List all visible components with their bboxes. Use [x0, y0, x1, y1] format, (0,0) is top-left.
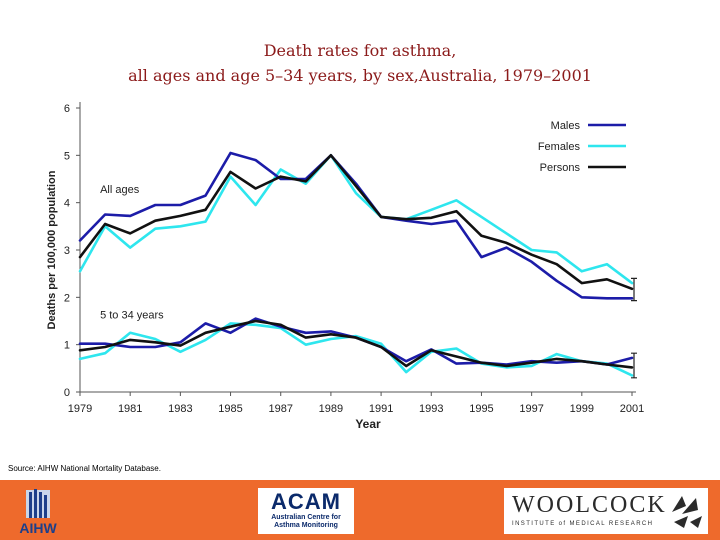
x-axis-label: Year — [355, 417, 381, 431]
x-tick-label: 1991 — [369, 403, 393, 415]
aihw-logo-text: AIHW — [19, 520, 57, 536]
y-tick-label: 2 — [64, 292, 70, 304]
y-tick-label: 5 — [64, 150, 70, 162]
age-5-34-bracket — [631, 352, 637, 379]
woolcock-logo-subtext: INSTITUTE of MEDICAL RESEARCH — [512, 521, 654, 527]
footer-bar: AIHW ACAM Australian Centre for Asthma M… — [0, 480, 720, 540]
label-layer: 0 1 2 3 4 5 6 1979 1981 1983 1985 1987 1989 1991 1993 1… — [46, 103, 644, 431]
aihw-logo: AIHW — [8, 486, 68, 536]
x-tick-label: 2001 — [620, 403, 644, 415]
series-line-females-all-ages — [78, 154, 634, 285]
legend-label-females: Females — [538, 141, 581, 153]
line-chart: 0 1 2 3 4 5 6 1979 1981 1983 1985 1987 1989 1991 1993 1… — [46, 102, 644, 431]
series-line-persons-5-34 — [78, 319, 634, 369]
x-tick-label: 1979 — [68, 403, 92, 415]
y-tick-label: 4 — [64, 198, 70, 210]
acam-logo: ACAM Australian Centre for Asthma Monito… — [258, 488, 354, 534]
x-tick-label: 1997 — [519, 403, 543, 415]
legend-label-males: Males — [551, 120, 581, 132]
woolcock-logo: WOOLCOCK INSTITUTE of MEDICAL RESEARCH — [504, 488, 708, 534]
x-tick-label: 1999 — [570, 403, 594, 415]
x-tick-label: 1981 — [118, 403, 142, 415]
chart-title-line1: Death rates for asthma, — [263, 41, 457, 60]
series-line-females-5-34 — [78, 322, 634, 377]
y-tick-label: 6 — [64, 103, 70, 115]
series-layer — [78, 151, 634, 377]
x-tick-label: 1989 — [319, 403, 343, 415]
acam-subtext-line1: Australian Centre for — [271, 514, 341, 521]
woolcock-emblem-icon — [672, 496, 702, 528]
legend-label-persons: Persons — [540, 162, 581, 174]
chart-title-line2: all ages and age 5–34 years, by sex,Aust… — [128, 66, 592, 85]
x-tick-label: 1985 — [218, 403, 242, 415]
x-tick-label: 1987 — [268, 403, 292, 415]
x-tick-label: 1995 — [469, 403, 493, 415]
y-tick-label: 3 — [64, 245, 70, 257]
aihw-emblem-icon — [26, 489, 50, 518]
all-ages-bracket — [631, 277, 637, 302]
y-tick-label: 0 — [64, 387, 70, 399]
y-tick-label: 1 — [64, 340, 70, 352]
acam-logo-subtext: Australian Centre for Asthma Monitoring — [262, 514, 350, 530]
acam-subtext-line2: Asthma Monitoring — [274, 522, 338, 529]
x-tick-label: 1993 — [419, 403, 443, 415]
source-note: Source: AIHW National Mortality Database… — [8, 464, 161, 473]
annotation-label: 5 to 34 years — [100, 310, 164, 322]
y-axis-label: Deaths per 100,000 population — [46, 170, 58, 329]
series-line-persons-all-ages — [78, 154, 634, 291]
woolcock-logo-text: WOOLCOCK — [512, 492, 667, 518]
chart-title: Death rates for asthma, all ages and age… — [0, 38, 720, 88]
series-line-males-all-ages — [78, 151, 634, 300]
x-tick-label: 1983 — [168, 403, 192, 415]
acam-logo-text: ACAM — [271, 489, 341, 514]
annotation-label: All ages — [100, 184, 140, 196]
